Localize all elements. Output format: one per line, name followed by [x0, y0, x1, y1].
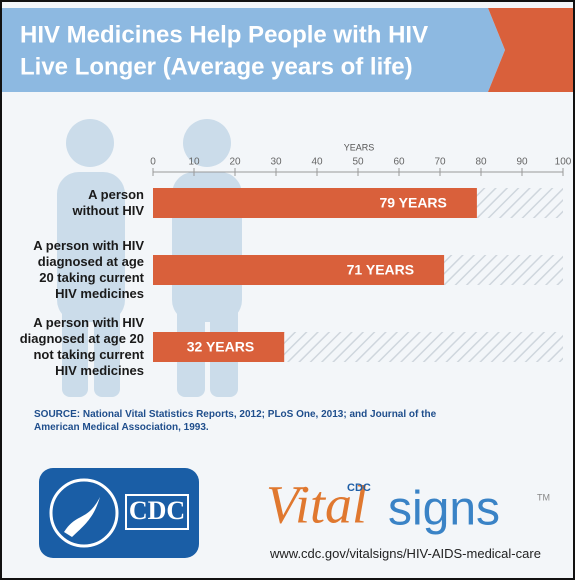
category-label: A person without HIV — [72, 187, 145, 218]
chart-title: HIV Medicines Help People with HIV — [20, 21, 428, 48]
x-tick-label: 80 — [475, 157, 487, 168]
value-label: 79 YEARS — [379, 195, 446, 211]
x-tick-label: 50 — [352, 157, 364, 168]
x-tick-label: 0 — [150, 157, 156, 168]
brand-signs: signs — [388, 483, 500, 536]
brand-vital: Vital — [266, 474, 367, 534]
hhs-seal — [49, 478, 119, 548]
brand-tm: TM — [537, 492, 550, 502]
value-label: 71 YEARS — [347, 262, 414, 278]
url: www.cdc.gov/vitalsigns/HIV-AIDS-medical-… — [270, 546, 541, 561]
cdc-logo — [39, 468, 199, 558]
x-tick-label: 30 — [270, 157, 282, 168]
hhs-eagle — [64, 497, 100, 537]
header-accent — [488, 8, 573, 92]
header-band — [2, 8, 505, 92]
x-tick-label: 100 — [555, 157, 572, 168]
category-label: A person with HIV diagnosed at age 20 no… — [19, 315, 144, 378]
x-tick-label: 20 — [229, 157, 241, 168]
cdc-logo-text: CDC — [129, 496, 185, 525]
x-tick-label: 10 — [188, 157, 200, 168]
x-tick-label: 60 — [393, 157, 405, 168]
x-tick-label: 70 — [434, 157, 446, 168]
brand-cdc: CDC — [347, 482, 371, 494]
x-tick-label: 90 — [516, 157, 528, 168]
category-label: A person with HIV diagnosed at age 20 ta… — [33, 238, 144, 301]
chart-subtitle: Live Longer (Average years of life) — [20, 53, 413, 80]
x-tick-label: 40 — [311, 157, 323, 168]
value-label: 32 YEARS — [187, 339, 254, 355]
x-axis-label: YEARS — [344, 142, 375, 152]
bar — [153, 188, 477, 218]
source: SOURCE: National Vital Statistics Report… — [34, 409, 437, 433]
cdc-box — [125, 494, 189, 530]
bar — [153, 332, 285, 362]
bar — [153, 255, 445, 285]
